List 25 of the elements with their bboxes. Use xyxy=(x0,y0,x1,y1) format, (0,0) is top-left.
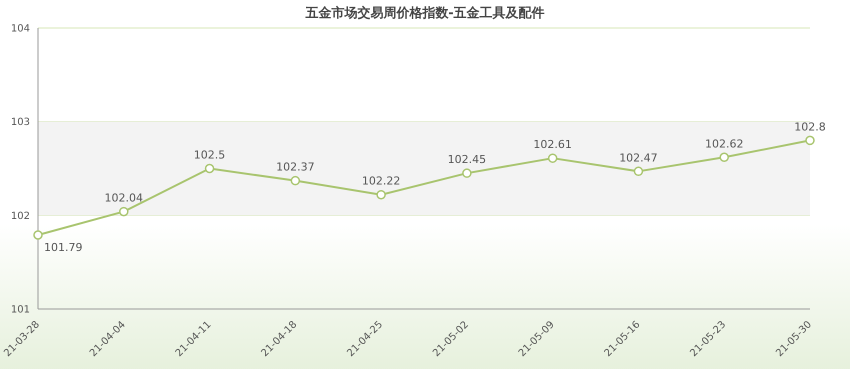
y-tick-label: 104 xyxy=(10,24,30,35)
data-label: 102.37 xyxy=(276,160,315,174)
y-tick-label: 102 xyxy=(10,210,30,222)
data-label: 101.79 xyxy=(44,241,82,254)
y-tick-label: 101 xyxy=(10,304,30,316)
point xyxy=(376,190,386,200)
point xyxy=(634,166,644,176)
data-label: 102.5 xyxy=(194,148,226,162)
data-label: 102.04 xyxy=(104,192,144,205)
point xyxy=(462,168,472,178)
data-label: 102.45 xyxy=(448,153,486,166)
point xyxy=(548,153,558,163)
y-tick-label: 103 xyxy=(10,117,30,128)
point xyxy=(119,206,129,216)
data-label: 102.8 xyxy=(794,120,826,134)
chart-title: 五金市场交易周价格指数-五金工具及配件 xyxy=(304,4,546,22)
point xyxy=(805,136,815,146)
point xyxy=(204,164,214,174)
point xyxy=(33,230,43,240)
data-label: 102.22 xyxy=(362,174,400,188)
data-label: 102.61 xyxy=(533,138,572,152)
point xyxy=(719,152,729,162)
data-label: 102.62 xyxy=(704,137,744,150)
point xyxy=(290,176,300,186)
data-label: 102.47 xyxy=(619,151,658,164)
